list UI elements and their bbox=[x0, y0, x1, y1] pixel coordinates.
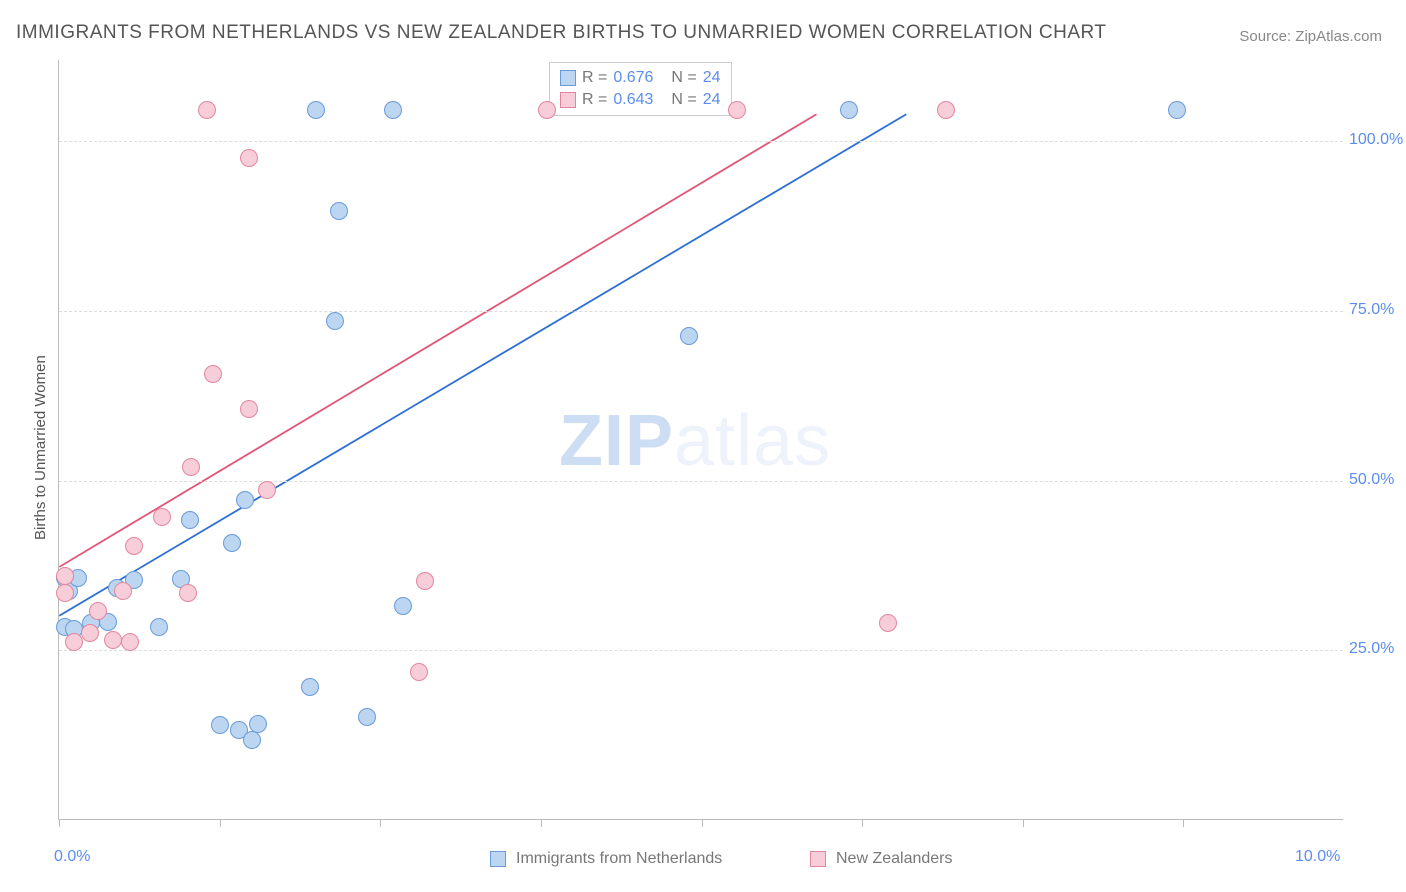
data-point-newzealand bbox=[879, 614, 897, 632]
x-tick bbox=[59, 819, 60, 827]
data-point-newzealand bbox=[198, 101, 216, 119]
data-point-newzealand bbox=[937, 101, 955, 119]
data-point-newzealand bbox=[121, 633, 139, 651]
series-label-netherlands: Immigrants from Netherlands bbox=[516, 850, 722, 868]
regression-lines-layer bbox=[59, 60, 1343, 819]
data-point-newzealand bbox=[114, 582, 132, 600]
watermark-zip: ZIP bbox=[559, 401, 674, 481]
x-tick-label: 10.0% bbox=[1295, 848, 1340, 866]
data-point-newzealand bbox=[104, 631, 122, 649]
data-point-newzealand bbox=[410, 663, 428, 681]
x-tick bbox=[541, 819, 542, 827]
data-point-newzealand bbox=[538, 101, 556, 119]
n-label: N = bbox=[671, 67, 696, 89]
y-tick-label: 25.0% bbox=[1349, 640, 1394, 658]
x-tick bbox=[1023, 819, 1024, 827]
watermark-atlas: atlas bbox=[674, 401, 831, 481]
y-tick-label: 75.0% bbox=[1349, 301, 1394, 319]
swatch-netherlands bbox=[560, 70, 576, 86]
gridline bbox=[59, 650, 1343, 651]
data-point-netherlands bbox=[384, 101, 402, 119]
data-point-newzealand bbox=[728, 101, 746, 119]
chart-plot-area: ZIPatlas R = 0.676 N = 24 R = 0.643 N = … bbox=[58, 60, 1343, 820]
x-tick-label: 0.0% bbox=[54, 848, 90, 866]
n-value-netherlands: 24 bbox=[703, 67, 721, 89]
data-point-newzealand bbox=[153, 508, 171, 526]
correlation-legend: R = 0.676 N = 24 R = 0.643 N = 24 bbox=[549, 62, 732, 116]
y-tick-label: 50.0% bbox=[1349, 471, 1394, 489]
data-point-netherlands bbox=[840, 101, 858, 119]
r-value-netherlands: 0.676 bbox=[613, 67, 653, 89]
data-point-netherlands bbox=[211, 716, 229, 734]
gridline bbox=[59, 481, 1343, 482]
series-label-newzealand: New Zealanders bbox=[836, 850, 953, 868]
series-legend-netherlands: Immigrants from Netherlands bbox=[490, 850, 722, 868]
data-point-newzealand bbox=[258, 481, 276, 499]
n-value-newzealand: 24 bbox=[703, 89, 721, 111]
data-point-netherlands bbox=[330, 202, 348, 220]
data-point-newzealand bbox=[81, 624, 99, 642]
data-point-netherlands bbox=[223, 534, 241, 552]
data-point-netherlands bbox=[358, 708, 376, 726]
source-prefix: Source: bbox=[1239, 28, 1295, 45]
data-point-newzealand bbox=[204, 365, 222, 383]
x-tick bbox=[702, 819, 703, 827]
data-point-newzealand bbox=[56, 584, 74, 602]
data-point-netherlands bbox=[301, 678, 319, 696]
source-attribution: Source: ZipAtlas.com bbox=[1239, 28, 1382, 45]
legend-row-netherlands: R = 0.676 N = 24 bbox=[560, 67, 721, 89]
x-tick bbox=[220, 819, 221, 827]
data-point-netherlands bbox=[326, 312, 344, 330]
data-point-newzealand bbox=[179, 584, 197, 602]
data-point-netherlands bbox=[181, 511, 199, 529]
legend-row-newzealand: R = 0.643 N = 24 bbox=[560, 89, 721, 111]
gridline bbox=[59, 141, 1343, 142]
data-point-newzealand bbox=[125, 537, 143, 555]
x-tick bbox=[1183, 819, 1184, 827]
data-point-netherlands bbox=[236, 491, 254, 509]
regression-line-netherlands bbox=[59, 114, 906, 615]
r-label: R = bbox=[582, 89, 607, 111]
data-point-newzealand bbox=[89, 602, 107, 620]
regression-line-newzealand bbox=[59, 114, 816, 567]
n-label: N = bbox=[671, 89, 696, 111]
x-tick bbox=[862, 819, 863, 827]
data-point-newzealand bbox=[182, 458, 200, 476]
data-point-netherlands bbox=[394, 597, 412, 615]
data-point-netherlands bbox=[1168, 101, 1186, 119]
r-label: R = bbox=[582, 67, 607, 89]
data-point-netherlands bbox=[150, 618, 168, 636]
data-point-netherlands bbox=[307, 101, 325, 119]
data-point-netherlands bbox=[680, 327, 698, 345]
swatch-netherlands-icon bbox=[490, 851, 506, 867]
series-legend-newzealand: New Zealanders bbox=[810, 850, 953, 868]
x-tick bbox=[380, 819, 381, 827]
gridline bbox=[59, 311, 1343, 312]
swatch-newzealand bbox=[560, 92, 576, 108]
r-value-newzealand: 0.643 bbox=[613, 89, 653, 111]
data-point-netherlands bbox=[243, 731, 261, 749]
watermark: ZIPatlas bbox=[559, 400, 831, 482]
y-axis-label: Births to Unmarried Women bbox=[32, 355, 49, 540]
data-point-newzealand bbox=[240, 149, 258, 167]
data-point-newzealand bbox=[240, 400, 258, 418]
y-tick-label: 100.0% bbox=[1349, 131, 1403, 149]
data-point-newzealand bbox=[56, 567, 74, 585]
chart-title: IMMIGRANTS FROM NETHERLANDS VS NEW ZEALA… bbox=[16, 22, 1107, 44]
source-name: ZipAtlas.com bbox=[1295, 28, 1382, 45]
swatch-newzealand-icon bbox=[810, 851, 826, 867]
data-point-newzealand bbox=[416, 572, 434, 590]
